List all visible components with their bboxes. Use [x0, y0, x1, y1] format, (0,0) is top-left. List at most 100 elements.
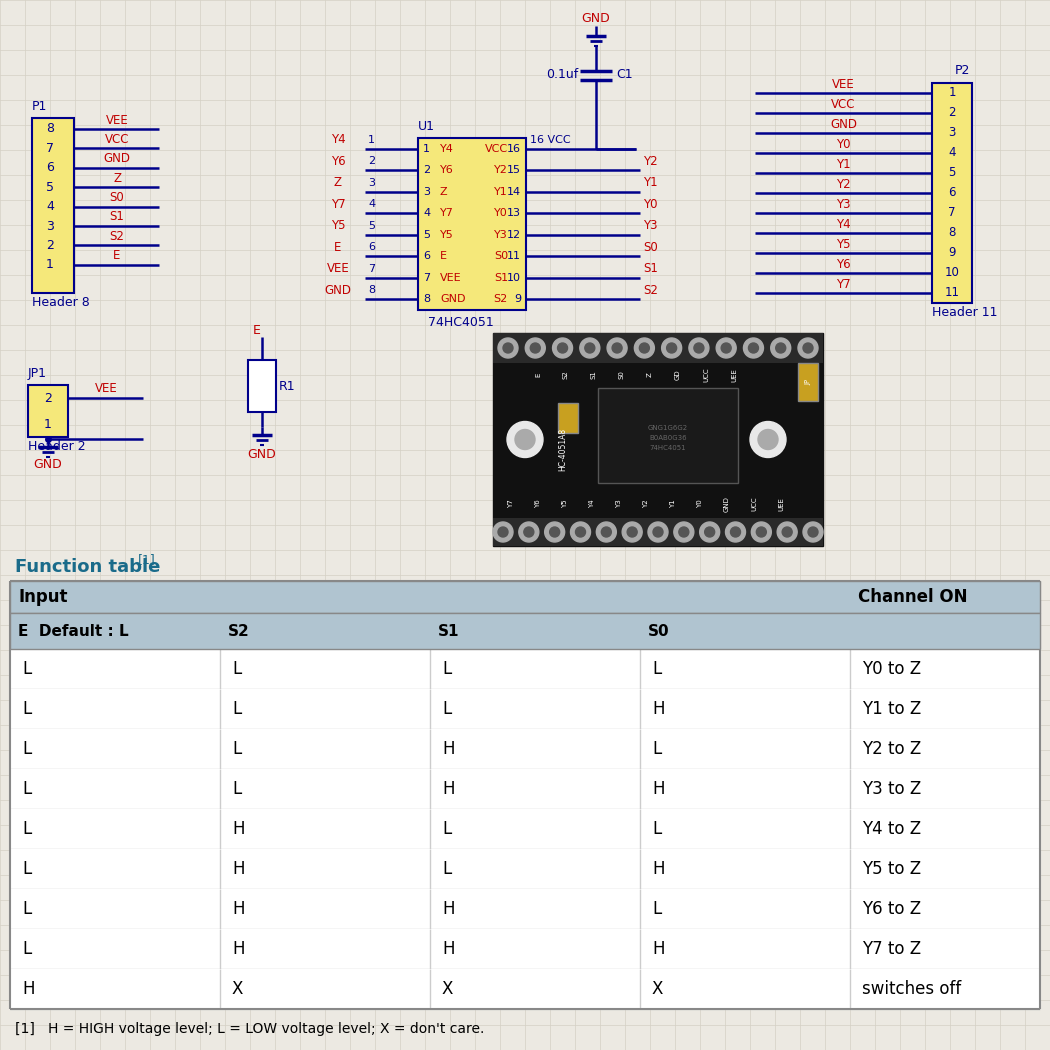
Bar — [10, 649, 1040, 689]
Bar — [10, 689, 1040, 729]
Text: Y4: Y4 — [331, 133, 345, 146]
Bar — [10, 969, 1040, 1009]
Text: Y3: Y3 — [495, 230, 508, 239]
Text: Channel ON: Channel ON — [858, 588, 967, 606]
Text: VEE: VEE — [832, 78, 855, 90]
Text: S0: S0 — [109, 191, 124, 204]
Bar — [10, 808, 1040, 849]
Text: GND: GND — [582, 12, 610, 24]
Text: GNG1G6G2: GNG1G6G2 — [648, 424, 688, 430]
Text: 2: 2 — [948, 106, 956, 120]
Text: 1: 1 — [368, 134, 375, 145]
Circle shape — [803, 343, 813, 353]
Text: S1: S1 — [591, 371, 597, 379]
Text: 3: 3 — [368, 177, 375, 188]
Text: Y0: Y0 — [836, 138, 851, 150]
Text: Z: Z — [334, 176, 342, 189]
Text: VEE: VEE — [94, 382, 118, 396]
Circle shape — [648, 522, 668, 542]
Text: Header 2: Header 2 — [28, 441, 86, 454]
Text: B0AB0G36: B0AB0G36 — [649, 436, 687, 441]
Text: X: X — [652, 980, 664, 998]
Text: S2: S2 — [228, 624, 250, 638]
Text: 8: 8 — [368, 286, 375, 295]
Circle shape — [771, 338, 791, 358]
Text: UCC: UCC — [704, 368, 709, 382]
Text: 15: 15 — [507, 165, 521, 175]
Text: Y6: Y6 — [536, 500, 541, 508]
Bar — [932, 83, 972, 303]
Circle shape — [558, 343, 568, 353]
Text: 13: 13 — [507, 208, 521, 218]
Circle shape — [639, 343, 649, 353]
Bar — [10, 929, 1040, 969]
Text: H: H — [652, 780, 665, 798]
Circle shape — [716, 338, 736, 358]
Text: Y7: Y7 — [836, 277, 851, 291]
Text: GND: GND — [324, 284, 352, 297]
Text: 2: 2 — [44, 392, 51, 404]
Text: 0.1uf: 0.1uf — [546, 68, 579, 82]
Bar — [558, 403, 578, 433]
Text: L: L — [232, 780, 242, 798]
Text: JP: JP — [805, 379, 811, 385]
Circle shape — [580, 338, 600, 358]
Bar — [10, 613, 1040, 649]
Text: H: H — [442, 900, 455, 918]
Text: Y5 to Z: Y5 to Z — [862, 860, 921, 878]
Text: 8: 8 — [423, 294, 430, 304]
Text: GND: GND — [440, 294, 465, 304]
Text: Y3: Y3 — [643, 219, 657, 232]
Text: L: L — [22, 780, 32, 798]
Text: L: L — [442, 860, 452, 878]
Text: Y2: Y2 — [495, 165, 508, 175]
Text: Function table: Function table — [15, 558, 161, 576]
Text: 74HC4051: 74HC4051 — [428, 315, 494, 329]
Text: P1: P1 — [32, 100, 47, 112]
Circle shape — [570, 522, 590, 542]
Text: 1: 1 — [948, 86, 956, 100]
Circle shape — [776, 343, 785, 353]
Text: Y4: Y4 — [440, 144, 454, 153]
Text: HC-4051A8: HC-4051A8 — [559, 428, 567, 471]
Text: L: L — [22, 860, 32, 878]
Circle shape — [612, 343, 622, 353]
Circle shape — [494, 522, 513, 542]
Text: L: L — [232, 660, 242, 678]
Text: Y3 to Z: Y3 to Z — [862, 780, 921, 798]
Bar — [494, 333, 823, 363]
Text: H: H — [652, 700, 665, 718]
Circle shape — [498, 338, 518, 358]
Text: Y5: Y5 — [562, 500, 568, 508]
Text: Y1 to Z: Y1 to Z — [862, 700, 921, 718]
Text: X: X — [232, 980, 244, 998]
Text: L: L — [22, 900, 32, 918]
Text: GND: GND — [248, 447, 276, 461]
Text: E: E — [334, 240, 341, 254]
Text: 16: 16 — [507, 144, 521, 153]
Text: E: E — [440, 251, 447, 261]
Text: H: H — [652, 860, 665, 878]
Text: 3: 3 — [423, 187, 430, 196]
Circle shape — [667, 343, 676, 353]
Text: 9: 9 — [513, 294, 521, 304]
Text: 12: 12 — [507, 230, 521, 239]
Circle shape — [623, 522, 643, 542]
Text: Y0: Y0 — [495, 208, 508, 218]
Text: Y7: Y7 — [331, 197, 345, 211]
Text: E: E — [113, 249, 121, 262]
Bar — [10, 729, 1040, 769]
Circle shape — [607, 338, 627, 358]
Circle shape — [662, 338, 681, 358]
Circle shape — [653, 527, 663, 537]
Text: Y5: Y5 — [440, 230, 454, 239]
Text: 4: 4 — [368, 200, 375, 209]
Text: L: L — [652, 820, 662, 838]
Text: Y4: Y4 — [836, 217, 851, 231]
Text: U1: U1 — [418, 120, 435, 132]
Text: E  Default : L: E Default : L — [18, 624, 128, 638]
Text: 5: 5 — [948, 167, 956, 180]
Circle shape — [752, 522, 772, 542]
Text: GND: GND — [34, 458, 62, 470]
Text: H: H — [232, 820, 245, 838]
